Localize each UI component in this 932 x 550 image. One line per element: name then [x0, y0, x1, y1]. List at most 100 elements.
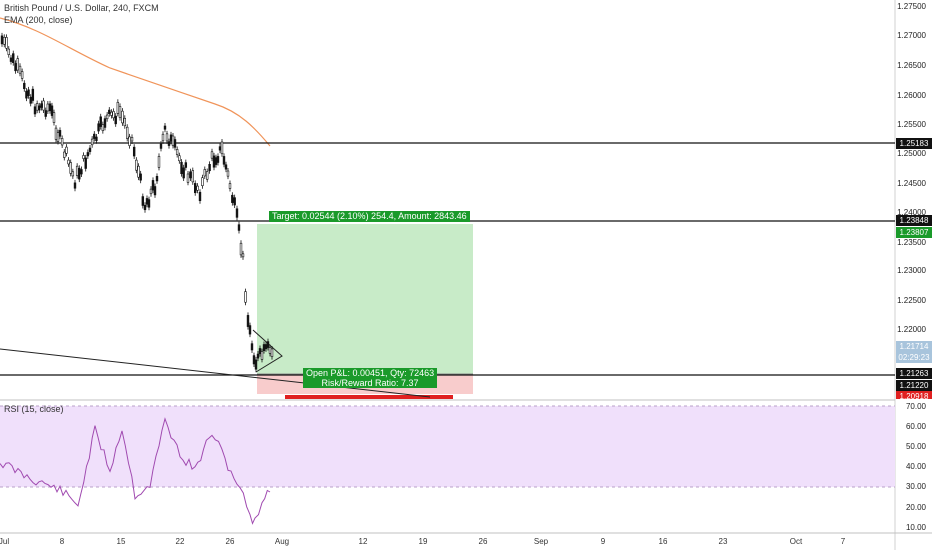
candle-body	[40, 103, 43, 108]
candle-body	[239, 242, 243, 256]
candle-body	[3, 36, 6, 45]
price-tick: 1.25500	[897, 120, 926, 129]
price-tick: 1.22500	[897, 296, 926, 305]
candle-body	[44, 110, 47, 117]
candle-body	[196, 185, 199, 191]
candle-body	[48, 103, 52, 112]
date-tick: 19	[418, 537, 428, 546]
candle-body	[121, 110, 124, 124]
candle-body	[139, 173, 142, 181]
rsi-tick: 50.00	[905, 442, 926, 451]
candle-body	[5, 37, 8, 49]
candle-body	[114, 115, 117, 125]
candlesticks	[0, 32, 274, 373]
candle-body	[262, 344, 266, 351]
candle-body	[86, 152, 90, 157]
target-label: Target: 0.02544 (2.10%) 254.4, Amount: 2…	[269, 211, 470, 222]
date-tick: 7	[840, 537, 846, 546]
candle-body	[105, 114, 109, 120]
candle-body	[171, 135, 175, 146]
stop-marker	[285, 395, 453, 399]
candle-body	[268, 347, 272, 354]
candle-body	[252, 355, 256, 365]
date-tick: Aug	[274, 537, 290, 546]
candle-body	[214, 157, 218, 165]
candle-body	[155, 176, 159, 182]
price-tick: 1.22000	[897, 325, 926, 334]
candle-body	[95, 136, 98, 142]
candle-body	[97, 123, 100, 132]
candle-body	[60, 138, 64, 146]
price-tick: 1.27000	[897, 31, 926, 40]
date-tick: Jul	[0, 537, 10, 546]
candle-body	[23, 82, 26, 90]
price-tick: 1.26500	[897, 61, 926, 70]
candle-body	[147, 199, 151, 208]
candle-body	[264, 344, 268, 350]
date-tick: 9	[600, 537, 606, 546]
candle-body	[250, 343, 254, 351]
ema-line	[0, 17, 271, 147]
rsi-band	[0, 406, 895, 487]
candle-body	[46, 103, 50, 112]
candle-body	[244, 291, 247, 303]
candle-body	[149, 188, 153, 195]
candle-body	[248, 325, 252, 335]
candle-body	[67, 159, 70, 165]
candle-body	[191, 170, 194, 183]
last-price-badge: 1.21714	[896, 341, 932, 352]
candle-body	[184, 162, 188, 168]
candle-body	[145, 198, 149, 205]
candle-body	[218, 146, 222, 151]
rsi-tick: 40.00	[905, 462, 926, 471]
candle-body	[18, 65, 22, 74]
price-tick: 1.25000	[897, 149, 926, 158]
date-tick: Sep	[533, 537, 549, 546]
date-tick: 16	[658, 537, 668, 546]
candle-body	[201, 177, 204, 187]
candle-body	[84, 157, 87, 169]
candle-body	[163, 125, 167, 130]
candle-body	[14, 63, 17, 72]
trend-line[interactable]	[0, 348, 431, 398]
candle-body	[151, 180, 155, 191]
candle-body	[123, 117, 127, 127]
price-tick: 1.26000	[897, 91, 926, 100]
candle-body	[153, 186, 157, 196]
countdown-badge: 02:29:23	[896, 352, 932, 363]
candle-body	[29, 96, 32, 104]
candle-body	[25, 90, 28, 99]
rsi-tick: 20.00	[905, 503, 926, 512]
candle-body	[203, 169, 206, 177]
candle-body	[31, 88, 35, 101]
candle-body	[130, 137, 134, 142]
date-tick: 26	[225, 537, 235, 546]
candle-body	[159, 143, 163, 149]
candle-body	[58, 130, 62, 137]
candle-body	[101, 124, 105, 131]
candle-body	[93, 133, 96, 139]
triangle-pattern[interactable]	[252, 329, 283, 373]
candle-body	[35, 103, 39, 111]
candle-body	[50, 105, 54, 116]
candle-body	[157, 156, 161, 168]
candle-body	[132, 146, 136, 157]
profit-zone[interactable]	[257, 224, 473, 374]
candle-body	[167, 141, 171, 146]
candle-body	[63, 151, 66, 158]
candle-body	[235, 208, 239, 218]
candle-body	[118, 106, 122, 118]
date-tick: 26	[478, 537, 488, 546]
candle-body	[194, 183, 197, 194]
candle-body	[180, 161, 183, 174]
pnl-text: Open P&L: 0.00451, Qty: 72463	[306, 368, 435, 378]
candle-body	[110, 111, 113, 116]
candle-body	[52, 112, 56, 123]
candle-body	[99, 116, 102, 127]
candle-body	[116, 101, 120, 114]
candle-body	[88, 147, 92, 152]
candle-body	[165, 133, 169, 142]
price-tick: 1.24500	[897, 179, 926, 188]
candle-body	[126, 126, 129, 139]
